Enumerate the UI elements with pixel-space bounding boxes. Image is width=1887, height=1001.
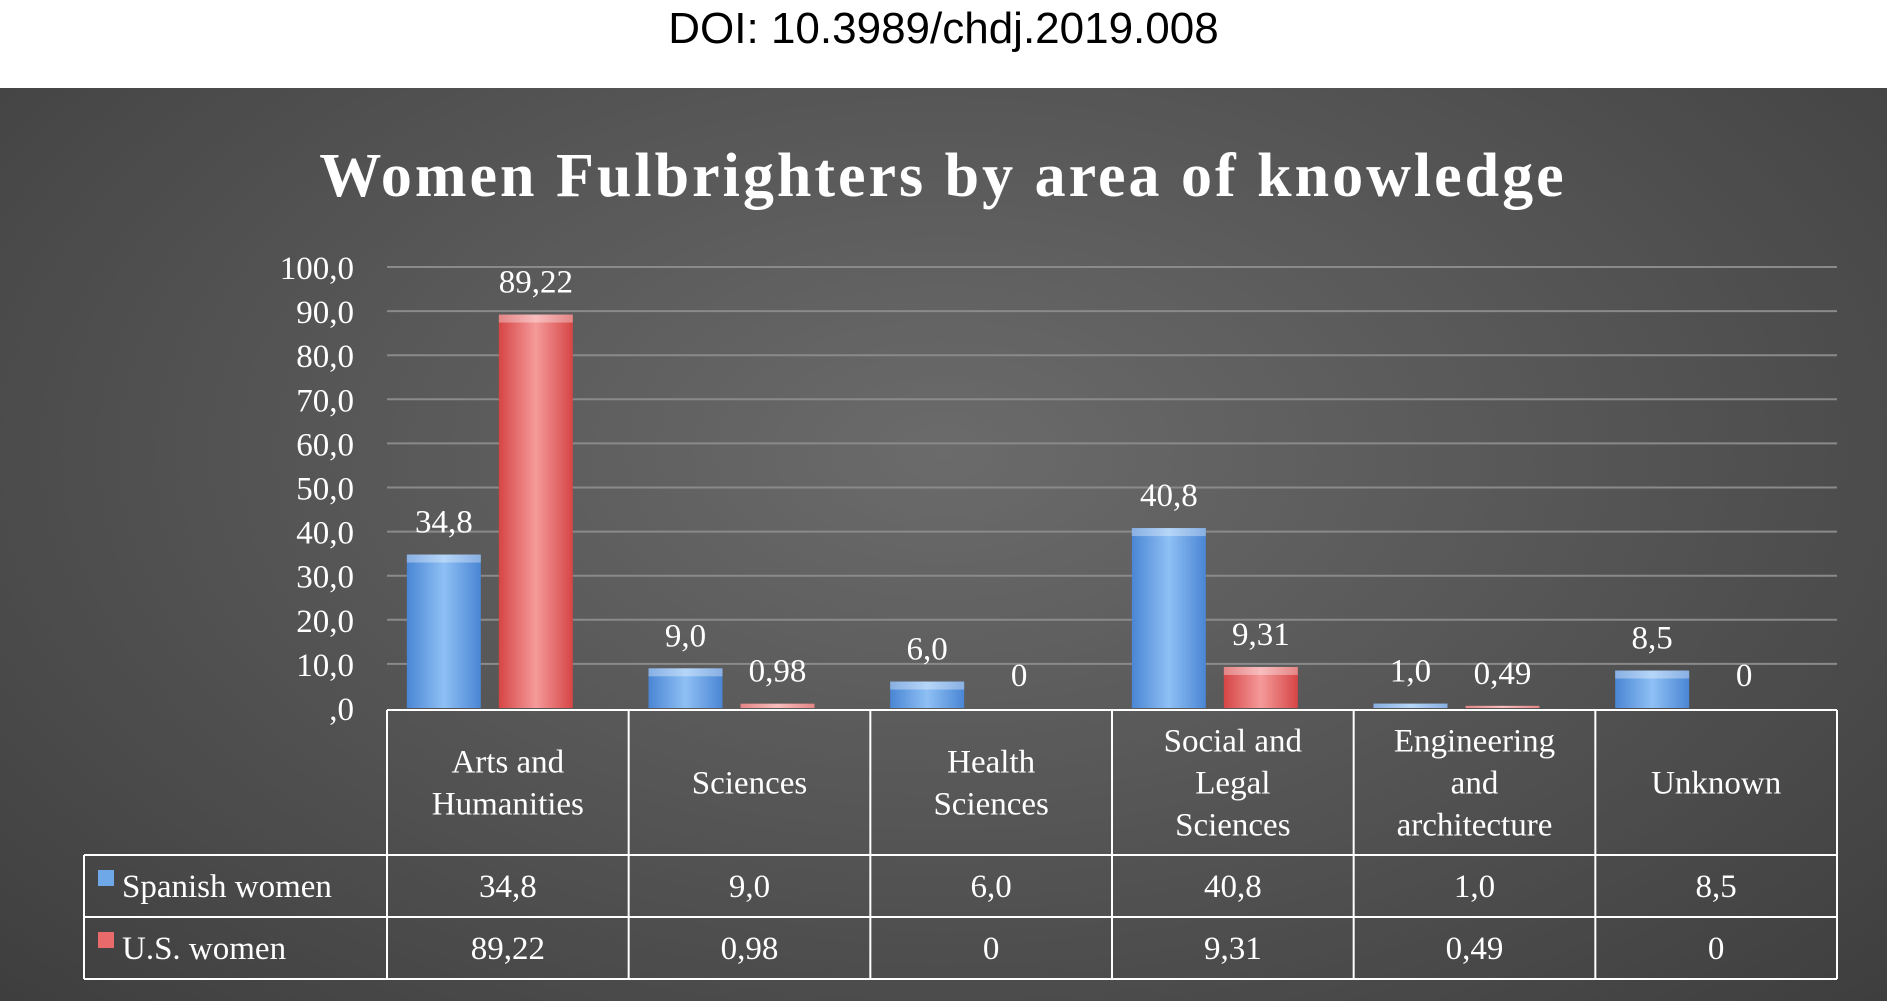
data-label: 40,8 xyxy=(1140,478,1198,514)
table-cell: 0,98 xyxy=(721,931,779,967)
bar-highlight xyxy=(498,314,573,323)
legend-key-spanish xyxy=(98,870,114,886)
table-cell: 8,5 xyxy=(1696,869,1737,905)
table-cell: 89,22 xyxy=(471,931,545,967)
y-tick-label: 10,0 xyxy=(296,648,354,684)
data-label: 34,8 xyxy=(415,505,473,541)
bar-spanish xyxy=(1615,670,1690,708)
category-label: Engineering xyxy=(1394,724,1555,760)
data-label: 0 xyxy=(1011,658,1028,694)
bar-highlight xyxy=(740,703,815,708)
doi-header: DOI: 10.3989/chdj.2019.008 xyxy=(668,4,1219,53)
bar-highlight xyxy=(1615,670,1690,679)
bars xyxy=(406,314,1690,708)
bar-highlight xyxy=(1465,705,1540,708)
category-label: Unknown xyxy=(1651,766,1781,802)
table-cell: 0 xyxy=(983,931,1000,967)
bar-us xyxy=(1465,705,1540,708)
table-cell: 6,0 xyxy=(971,869,1012,905)
bar-highlight xyxy=(1373,703,1448,708)
bar-highlight xyxy=(648,668,723,677)
category-label: Health xyxy=(947,745,1035,781)
data-label: 8,5 xyxy=(1632,621,1673,657)
bar-highlight xyxy=(406,554,481,563)
category-label: Humanities xyxy=(432,787,584,823)
data-table: Arts and Humanities Sciences Health Sciences… xyxy=(83,709,1838,980)
data-label: 0,49 xyxy=(1474,656,1532,692)
bar-highlight xyxy=(1131,528,1206,537)
table-cell: 9,0 xyxy=(729,869,770,905)
table-cell: 0,49 xyxy=(1446,931,1504,967)
y-tick-label: 70,0 xyxy=(296,383,354,419)
y-tick-label: 80,0 xyxy=(296,339,354,375)
chart-title: Women Fulbrighters by area of knowledge xyxy=(319,142,1566,210)
bar-spanish xyxy=(1373,703,1448,708)
data-label: 6,0 xyxy=(907,632,948,668)
category-label: and xyxy=(1451,766,1499,802)
y-tick-label: 90,0 xyxy=(296,295,354,331)
y-tick-label: ,0 xyxy=(329,692,354,728)
legend-key-us xyxy=(98,932,114,948)
chart-panel: Women Fulbrighters by area of knowledge … xyxy=(0,88,1887,1001)
gridlines xyxy=(387,266,1837,665)
category-label: architecture xyxy=(1397,808,1553,844)
data-label: 89,22 xyxy=(499,265,573,301)
bar-chart: Women Fulbrighters by area of knowledge … xyxy=(83,142,1838,980)
data-label: 0,98 xyxy=(749,654,807,690)
table-cell: 1,0 xyxy=(1454,869,1495,905)
bar-highlight xyxy=(1223,666,1298,675)
category-label: Sciences xyxy=(933,787,1048,823)
y-tick-label: 20,0 xyxy=(296,604,354,640)
bar-us xyxy=(1223,666,1298,708)
data-label: 0 xyxy=(1736,658,1753,694)
bar-us xyxy=(740,703,815,708)
table-cell: 40,8 xyxy=(1204,869,1262,905)
bar-spanish xyxy=(406,554,481,708)
y-tick-label: 50,0 xyxy=(296,472,354,508)
table-cell: 9,31 xyxy=(1204,931,1262,967)
y-tick-label: 60,0 xyxy=(296,427,354,463)
table-cell: 34,8 xyxy=(479,869,537,905)
table-cell: 0 xyxy=(1708,931,1725,967)
bar-spanish xyxy=(1131,528,1206,708)
data-label: 9,0 xyxy=(665,618,706,654)
category-label: Social and xyxy=(1164,724,1303,760)
bar-us xyxy=(498,314,573,708)
bar-spanish xyxy=(648,668,723,708)
category-label: Sciences xyxy=(692,766,807,802)
bar-spanish xyxy=(890,681,965,708)
data-label: 1,0 xyxy=(1390,654,1431,690)
legend-label: Spanish women xyxy=(122,869,332,905)
y-axis-ticks: ,0 10,0 20,0 30,0 40,0 50,0 60,0 70,0 80,0 90,0 10… xyxy=(280,251,354,728)
y-tick-label: 40,0 xyxy=(296,516,354,552)
category-label: Sciences xyxy=(1175,808,1290,844)
category-label: Arts and xyxy=(451,745,564,781)
legend-label: U.S. women xyxy=(122,931,286,967)
bar-highlight xyxy=(890,681,965,690)
y-tick-label: 100,0 xyxy=(280,251,354,287)
data-labels: 34,8 9,0 6,0 40,8 1,0 8,5 89,22 0,98 0 9,31 0,49 0 xyxy=(415,265,1752,694)
data-label: 9,31 xyxy=(1232,617,1290,653)
category-label: Legal xyxy=(1195,766,1270,802)
y-tick-label: 30,0 xyxy=(296,560,354,596)
